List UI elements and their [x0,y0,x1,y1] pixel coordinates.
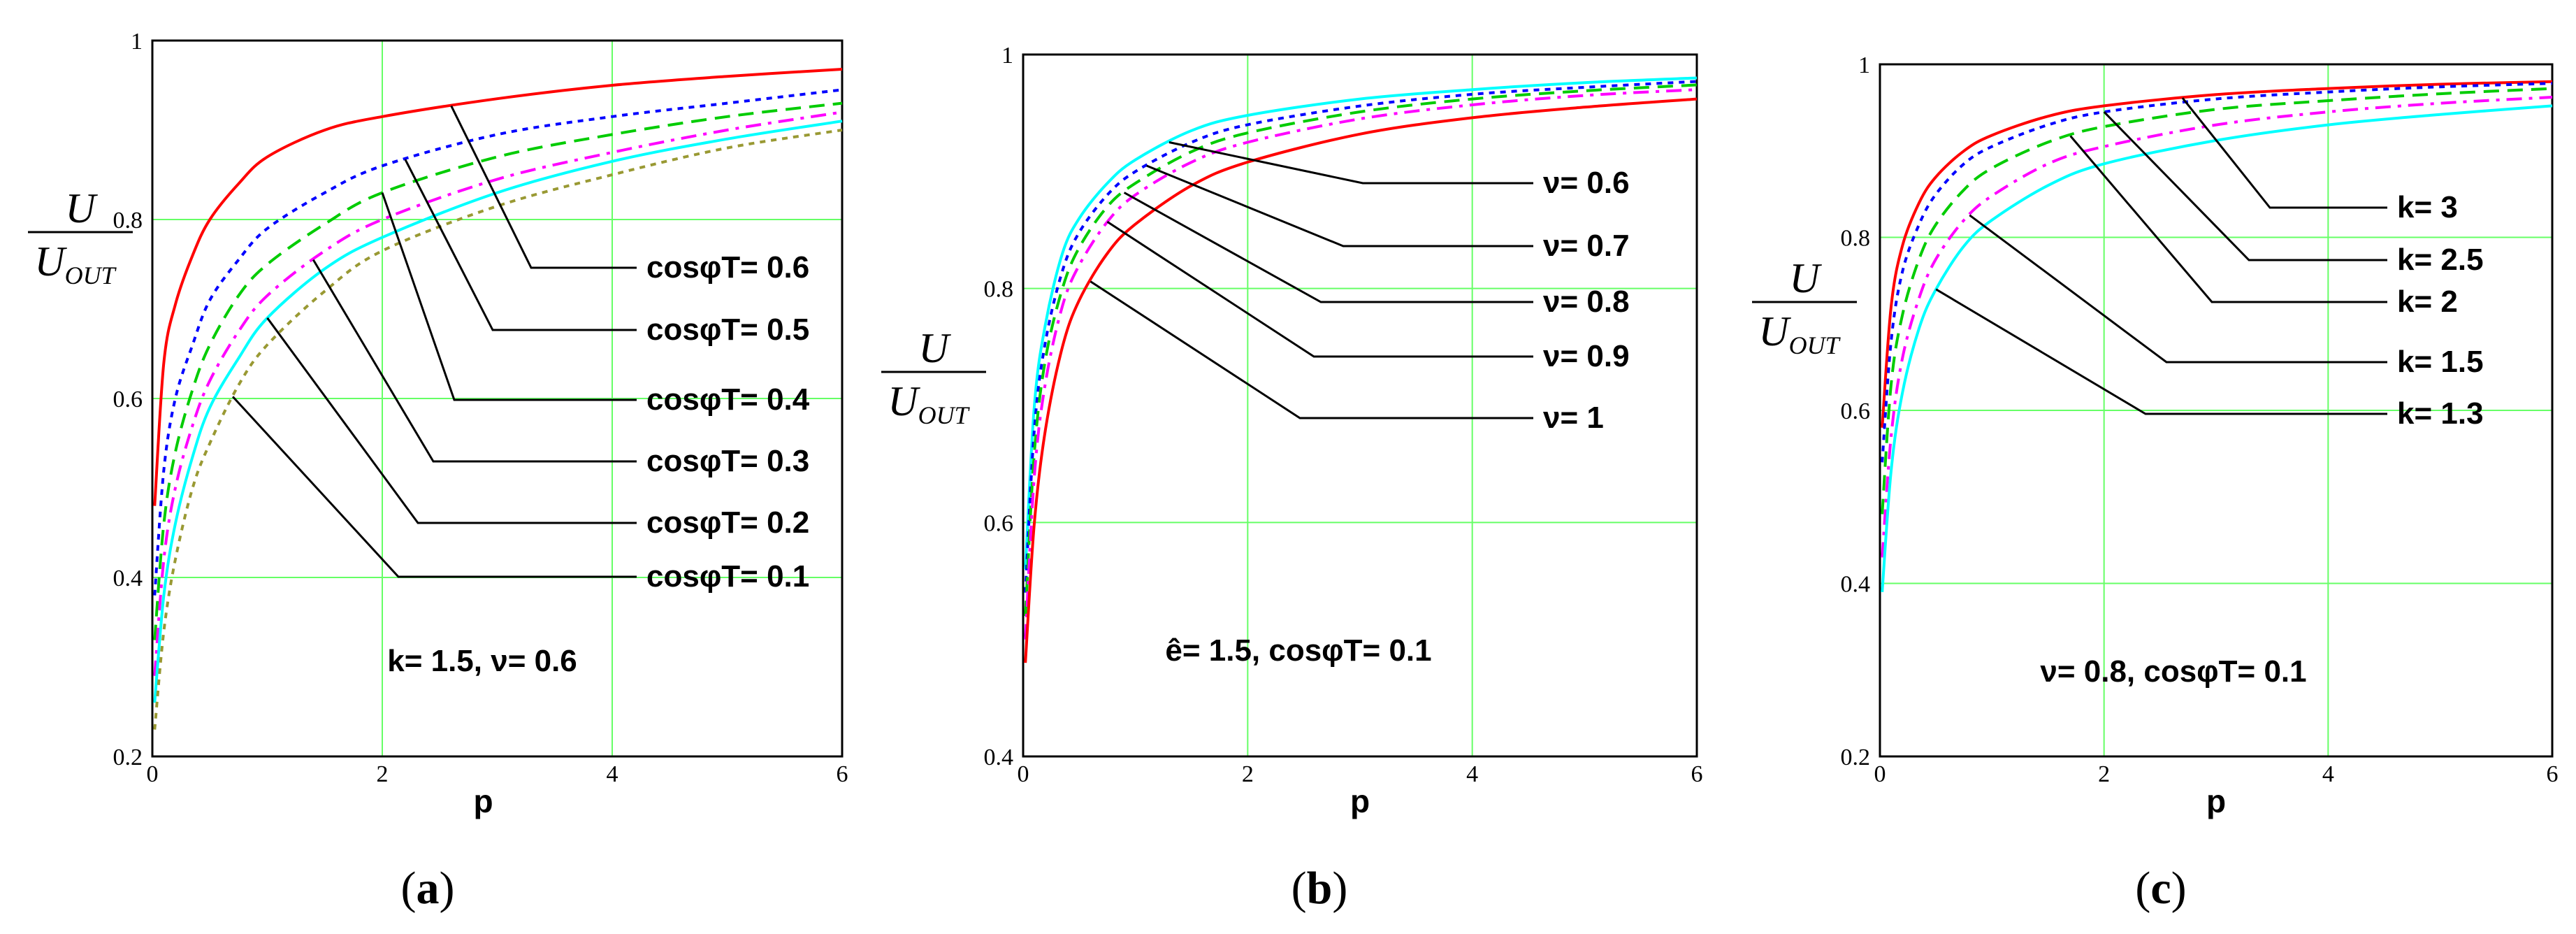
series-line-4 [1881,96,2553,558]
series-line-3 [1024,83,1698,617]
series-label: k= 2 [2397,285,2458,319]
leader-line [2103,111,2387,261]
y-label-denominator: UOUT [1758,308,1841,359]
y-tick-label: 0.4 [113,566,143,591]
series-label: cosφT= 0.4 [646,382,810,417]
series-label: k= 1.3 [2397,396,2484,431]
series-line-2 [1881,82,2553,463]
y-tick-label: 1 [1001,43,1013,69]
y-tick-label: 0.4 [984,745,1014,770]
x-tick-label: 0 [147,761,159,787]
leader-line [1106,221,1533,358]
panel-caption: (c) [2135,863,2186,914]
series-line-4 [1024,88,1698,640]
y-label-numerator: U [1789,255,1822,301]
plot-frame [1022,53,1698,758]
series-line-5 [1881,104,2553,593]
leader-line [312,259,637,463]
series-line-1 [1881,80,2553,428]
leader-line [1969,214,2387,364]
series-line-6 [153,129,843,730]
leader-line [231,396,637,578]
parameter-note: k= 1.5, ν= 0.6 [387,644,577,678]
leader-line [381,192,637,401]
x-tick-label: 6 [2547,761,2559,787]
leader-line [1935,288,2387,415]
y-tick-label: 0.8 [984,277,1014,303]
chart-panel-a: 0 2 4 6 0.2 0.4 0.6 0.8 1 p U UOUT cosφT= 0.6 cosφT= … [28,29,848,914]
y-tick-label: 0.6 [1841,398,1871,424]
x-tick-label: 2 [377,761,389,787]
y-tick-label: 0.6 [984,510,1014,536]
x-tick-label: 4 [1466,761,1478,787]
leader-line [1146,164,1533,247]
y-tick-label: 0.6 [113,387,143,412]
series-label: ν= 0.6 [1543,166,1630,200]
panel-caption: (a) [401,863,455,914]
series-line-4 [153,110,843,676]
x-tick-label: 4 [607,761,618,787]
x-axis-label: p [2206,783,2226,819]
leader-line [1123,192,1533,303]
series-label: k= 3 [2397,190,2458,224]
leader-line [1090,280,1533,419]
x-axis-label: p [473,783,493,819]
chart-panel-c: 0 2 4 6 0.2 0.4 0.6 0.8 1 p U UOUT k= 3 k= 2.5 k= 2 k= … [1752,52,2559,914]
y-axis-label: U UOUT [881,325,986,429]
series-line-1 [153,68,843,506]
leader-line [2181,97,2387,209]
x-tick-label: 4 [2322,761,2334,787]
y-label-denominator: UOUT [34,238,117,289]
panel-caption: (b) [1291,863,1348,914]
parameter-note: ν= 0.8, cosφT= 0.1 [2040,654,2306,689]
series-label: k= 1.5 [2397,345,2484,379]
series-label: cosφT= 0.5 [646,312,809,347]
plot-frame [151,39,844,758]
series-line-2 [1024,80,1698,593]
y-tick-label: 0.2 [1841,745,1871,770]
series-line-1 [1024,76,1698,570]
y-label-numerator: U [918,325,951,371]
leader-line [266,317,637,524]
y-tick-label: 1 [1858,52,1870,78]
y-label-numerator: U [65,185,98,231]
x-tick-label: 0 [1018,761,1029,787]
y-tick-label: 1 [131,29,143,55]
y-tick-label: 0.2 [113,745,143,770]
series-label: cosφT= 0.2 [646,505,809,540]
series-label: cosφT= 0.6 [646,250,809,285]
y-axis-label: U UOUT [28,185,133,289]
leader-line [404,159,637,331]
leader-line [2069,135,2387,303]
x-tick-label: 2 [1242,761,1254,787]
series-line-3 [1881,87,2553,515]
y-label-denominator: UOUT [888,378,970,429]
plot-frame [1879,63,2554,758]
y-axis-label: U UOUT [1752,255,1857,359]
series-label: ν= 1 [1543,401,1604,435]
leader-line [450,105,637,269]
parameter-note: ê= 1.5, cosφT= 0.1 [1165,633,1431,668]
chart-panel-b: 0 2 4 6 0.4 0.6 0.8 1 p U UOUT ν= 0.6 ν= 0.7 ν= 0.8 ν=… [881,43,1703,914]
series-line-5 [1024,97,1698,663]
y-tick-label: 0.4 [1841,572,1871,598]
x-tick-label: 6 [837,761,848,787]
x-tick-label: 6 [1691,761,1703,787]
series-label: ν= 0.8 [1543,285,1630,319]
series-line-5 [153,120,843,703]
series-label: k= 2.5 [2397,243,2484,277]
x-axis-label: p [1350,783,1370,819]
series-label: ν= 0.7 [1543,229,1630,263]
x-tick-label: 2 [2098,761,2110,787]
series-line-3 [153,101,843,640]
leader-line [1168,141,1533,185]
series-label: cosφT= 0.3 [646,444,809,478]
series-label: cosφT= 0.1 [646,559,809,594]
x-tick-label: 0 [1874,761,1886,787]
y-tick-label: 0.8 [113,208,143,234]
series-line-2 [153,88,843,596]
series-label: ν= 0.9 [1543,339,1630,373]
y-tick-label: 0.8 [1841,226,1871,252]
